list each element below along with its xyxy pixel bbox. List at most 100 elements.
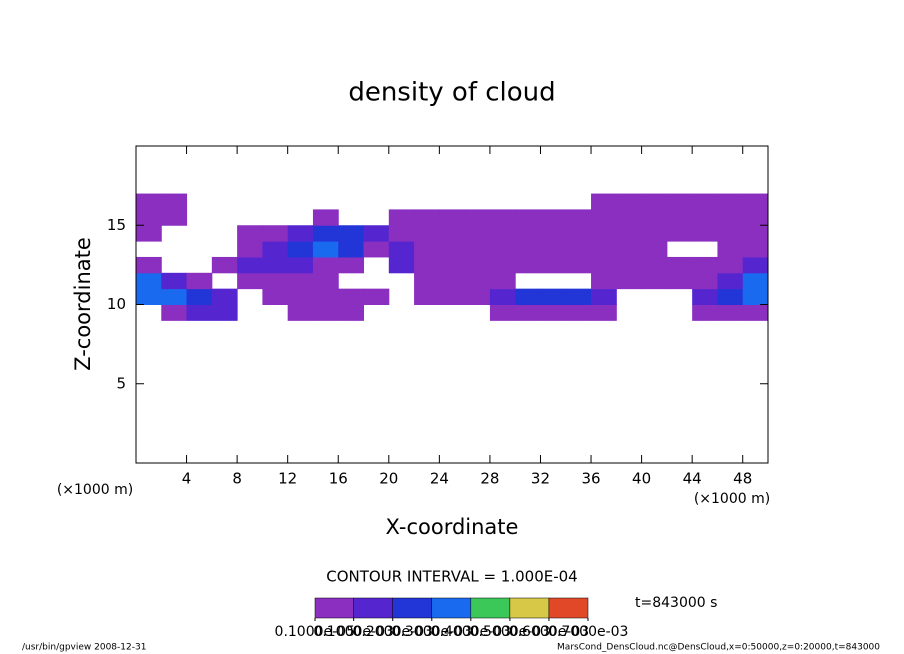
x-tick-label: 48 [733,470,752,488]
colorbar-label: 0.4000e-03 [431,624,511,640]
contour-cell [742,209,769,226]
contour-cell [237,241,263,258]
contour-cell [464,288,491,305]
contour-cell [717,209,744,226]
contour-cell [666,193,693,210]
contour-cell [641,225,668,242]
y-tick-label: 15 [107,216,126,234]
contour-cell [692,304,718,321]
contour-cell [692,209,718,226]
y-axis-label: Z-coordinate [71,237,95,371]
contour-cell [489,256,516,274]
colorbar-label: 0.1000e-05 [275,624,355,640]
colorbar-label: 0.1000e-03 [313,624,393,640]
x-tick-label: 44 [683,470,702,488]
contour-cell [591,193,617,210]
colorbar-swatch [353,597,393,619]
contour-cell [136,256,162,274]
contour-cell [742,272,769,290]
contour-cell [388,241,415,258]
contour-cell [616,272,643,290]
contour-cell [742,288,769,305]
colorbar-swatch [509,597,550,619]
contour-cell [161,193,188,210]
contour-cell [641,241,668,258]
contour-cell [338,288,365,305]
x-tick-label: 24 [430,470,449,488]
contour-cell [237,256,263,274]
contour-cell [742,256,769,274]
contour-cell [287,288,314,305]
contour-cell [515,288,541,305]
chart-title: density of cloud [348,78,555,108]
contour-cell [439,241,466,258]
contour-cell [565,288,592,305]
contour-cell [666,225,693,242]
contour-cell [717,272,744,290]
contour-cell [136,272,162,290]
contour-cell [616,225,643,242]
contour-cell [515,256,541,274]
contour-cell [136,225,162,242]
contour-cell [515,209,541,226]
contour-cell [692,256,718,274]
x-tick-label: 12 [278,470,297,488]
contour-cell [692,288,718,305]
contour-cell [363,225,390,242]
x-tick-label: 36 [581,470,600,488]
contour-cell [262,225,289,242]
contour-cell [388,225,415,242]
colorbar-swatch [470,597,511,619]
contour-cell [262,256,289,274]
contour-cell [692,272,718,290]
contour-cell [338,304,365,321]
contour-cell [515,225,541,242]
contour-cell [742,193,769,210]
contour-cell [237,225,263,242]
contour-cell [464,241,491,258]
contour-cell [616,193,643,210]
contour-cell [161,304,188,321]
contour-cell [565,225,592,242]
contour-cell [742,304,769,321]
contour-cell [717,225,744,242]
contour-cell [717,241,744,258]
colorbar-label: 0.2000e-03 [352,624,432,640]
contour-cell [591,304,617,321]
contour-cell [414,225,440,242]
contour-cell [565,304,592,321]
contour-cell [388,209,415,226]
contour-cell [161,209,188,226]
contour-cell [742,225,769,242]
contour-cell [666,209,693,226]
contour-cell [312,209,339,226]
contour-cell [641,193,668,210]
contour-cell [540,304,567,321]
x-axis-label: X-coordinate [386,515,519,539]
contour-cell [540,225,567,242]
contour-cell [692,225,718,242]
contour-cell [262,241,289,258]
contour-cell [338,241,365,258]
footer: /usr/bin/gpview 2008-12-31 [22,643,146,653]
contour-cell [591,272,617,290]
contour-cell [666,272,693,290]
x-tick-label: 20 [379,470,398,488]
contour-cell [161,272,188,290]
contour-cell [363,241,390,258]
x-unit: (×1000 m) [694,491,770,507]
contour-cell [414,209,440,226]
colorbar-label: 0.5000e-03 [470,624,550,640]
contour-cell [717,304,744,321]
contour-cell [186,304,213,321]
contour-cell [338,256,365,274]
contour-cell [591,241,617,258]
contour-cell [641,209,668,226]
contour-cell [515,241,541,258]
x-unit: (×1000 m) [57,482,133,498]
contour-cell [540,288,567,305]
contour-cell [439,209,466,226]
colorbar-swatch [548,597,589,619]
contour-cell [388,256,415,274]
